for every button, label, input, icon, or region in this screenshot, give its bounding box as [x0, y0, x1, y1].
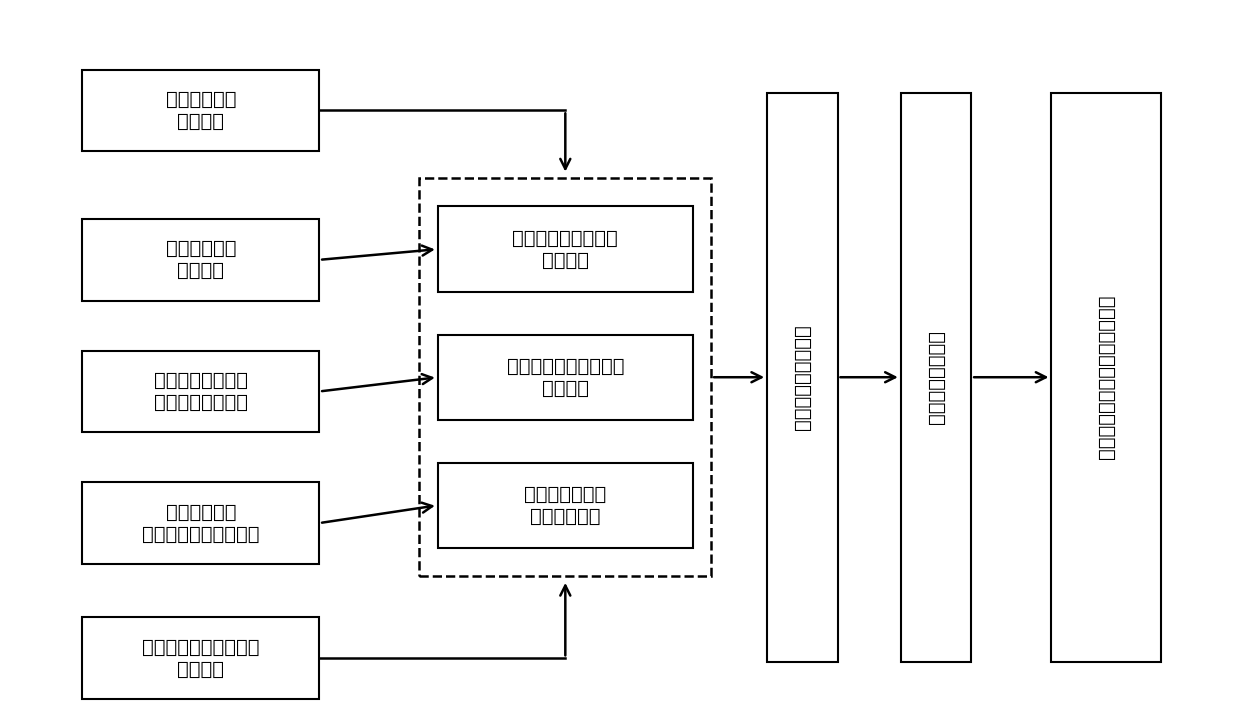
Text: 设定待优化的
结构低频隔声评价指标: 设定待优化的 结构低频隔声评价指标 — [143, 502, 259, 544]
Bar — [438, 206, 693, 292]
Bar — [438, 462, 693, 548]
Bar — [82, 219, 319, 301]
Text: 给定入射声波
已知参数: 给定入射声波 已知参数 — [165, 240, 236, 280]
Bar — [900, 93, 971, 662]
Bar — [82, 482, 319, 564]
Bar — [419, 178, 711, 576]
Bar — [82, 70, 319, 151]
Bar — [82, 617, 319, 699]
Bar — [438, 335, 693, 420]
Text: 最优解搜索模型
（优化算法）: 最优解搜索模型 （优化算法） — [525, 485, 606, 526]
Text: 边界参数最优解搜索: 边界参数最优解搜索 — [792, 325, 812, 430]
Bar — [1052, 93, 1161, 662]
Text: 给定平板结构所处
流体环境已知参数: 给定平板结构所处 流体环境已知参数 — [154, 371, 248, 412]
Text: 设定平板结构边界参数
可调范围: 设定平板结构边界参数 可调范围 — [143, 637, 259, 679]
Text: 结构低频隔声评价指标
计算模型: 结构低频隔声评价指标 计算模型 — [507, 356, 624, 398]
Bar — [768, 93, 837, 662]
Text: 平板结构声传递损失
计算模型: 平板结构声传递损失 计算模型 — [512, 229, 619, 269]
Text: 给定平板结构
已知参数: 给定平板结构 已知参数 — [165, 90, 236, 131]
Bar — [82, 351, 319, 433]
Text: 获得最优边界条件: 获得最优边界条件 — [926, 330, 945, 424]
Text: 根据最优边界条件形成平板结构: 根据最优边界条件形成平板结构 — [1096, 295, 1116, 460]
